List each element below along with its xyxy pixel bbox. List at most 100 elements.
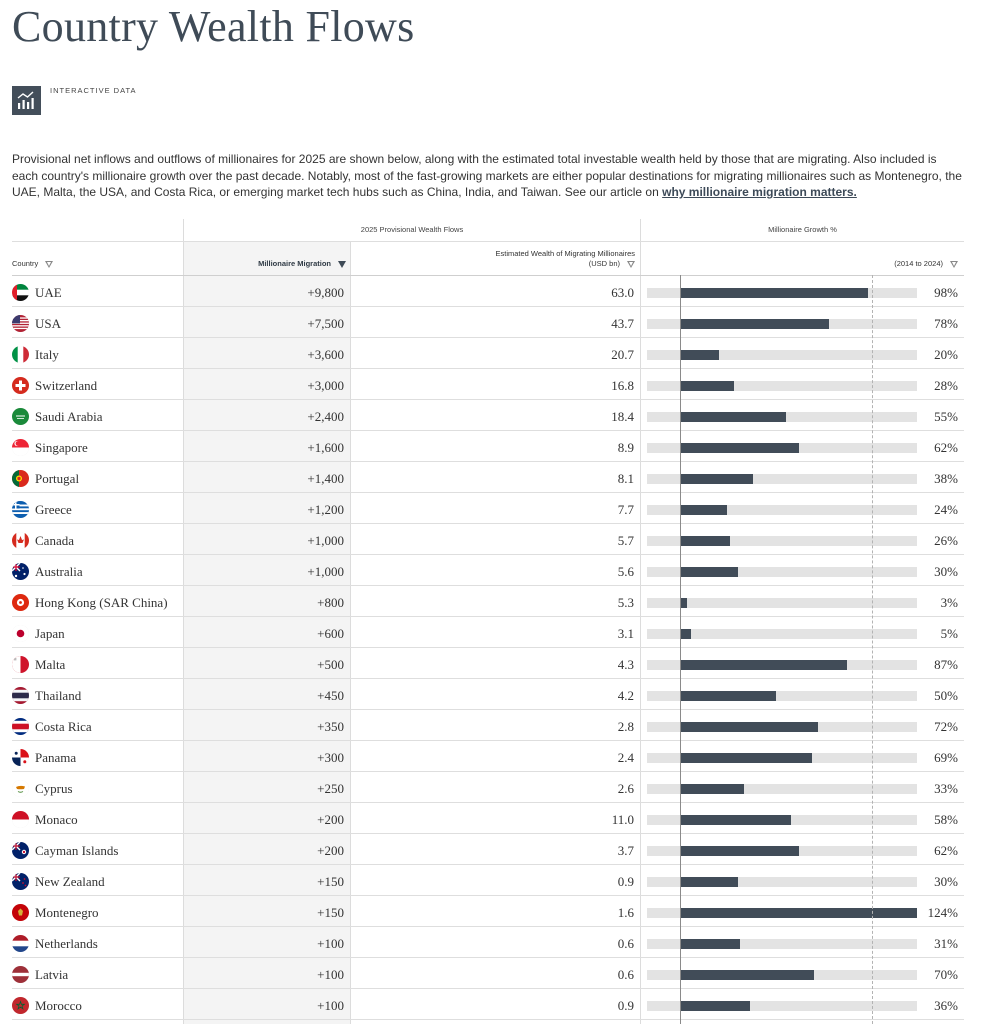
millionaire-migration-value: +350 <box>317 719 344 734</box>
row-divider <box>12 678 964 679</box>
flag-icon <box>12 718 29 735</box>
table-row[interactable]: Cyprus +250 2.6 33% <box>12 773 964 804</box>
flag-icon <box>12 780 29 797</box>
country-name: Montenegro <box>35 905 99 920</box>
row-divider <box>12 585 964 586</box>
flag-icon <box>12 625 29 642</box>
growth-bar-track <box>647 536 917 546</box>
wealth-column-header[interactable]: Estimated Wealth of Migrating Millionair… <box>495 249 635 268</box>
estimated-wealth-value: 0.6 <box>617 936 634 951</box>
millionaire-migration-value: +800 <box>317 595 344 610</box>
estimated-wealth-value: 5.3 <box>617 595 634 610</box>
interactive-data-badge <box>12 86 41 115</box>
table-row[interactable]: Hong Kong (SAR China) +800 5.3 3% <box>12 587 964 618</box>
table-row[interactable]: Panama +300 2.4 69% <box>12 742 964 773</box>
growth-bar <box>681 660 847 670</box>
growth-percent: 3% <box>940 595 958 610</box>
flag-icon <box>12 439 29 456</box>
table-row[interactable]: Japan +600 3.1 5% <box>12 618 964 649</box>
estimated-wealth-value: 0.9 <box>617 874 634 889</box>
flag-icon <box>12 408 29 425</box>
growth-bar <box>681 753 813 763</box>
table-row[interactable]: Canada +1,000 5.7 26% <box>12 525 964 556</box>
migration-article-link[interactable]: why millionaire migration matters. <box>662 185 857 199</box>
growth-bar <box>681 939 740 949</box>
table-row[interactable]: Portugal +1,400 8.1 38% <box>12 463 964 494</box>
millionaire-migration-value: +450 <box>317 688 344 703</box>
table-row[interactable]: Montenegro +150 1.6 124% <box>12 897 964 928</box>
table-row[interactable]: UAE +9,800 63.0 98% <box>12 277 964 308</box>
row-divider <box>12 709 964 710</box>
country-name: Italy <box>35 347 59 362</box>
growth-bar <box>681 629 691 639</box>
country-name: Singapore <box>35 440 88 455</box>
row-divider <box>12 833 964 834</box>
flag-icon <box>12 656 29 673</box>
table-row[interactable]: Switzerland +3,000 16.8 28% <box>12 370 964 401</box>
millionaire-migration-value: +100 <box>317 936 344 951</box>
sort-desc-triangle-icon <box>338 260 346 268</box>
estimated-wealth-value: 8.9 <box>617 440 634 455</box>
row-divider <box>12 988 964 989</box>
row-divider <box>12 895 964 896</box>
flag-icon <box>12 532 29 549</box>
table-row[interactable]: Costa Rica +350 2.8 72% <box>12 711 964 742</box>
table-row[interactable]: Italy +3,600 20.7 20% <box>12 339 964 370</box>
table-row[interactable]: Malta +500 4.3 87% <box>12 649 964 680</box>
table-row[interactable]: Morocco +100 0.9 36% <box>12 990 964 1021</box>
estimated-wealth-value: 20.7 <box>611 347 634 362</box>
growth-bar <box>681 815 792 825</box>
flag-icon <box>12 966 29 983</box>
country-name: USA <box>35 316 62 331</box>
sort-triangle-icon <box>950 260 958 268</box>
flag-icon <box>12 904 29 921</box>
row-divider <box>12 461 964 462</box>
row-divider <box>12 616 964 617</box>
growth-bar <box>681 350 720 360</box>
estimated-wealth-value: 2.4 <box>617 750 634 765</box>
growth-percent: 87% <box>934 657 958 672</box>
country-name: UAE <box>35 285 62 300</box>
table-row[interactable]: New Zealand +150 0.9 30% <box>12 866 964 897</box>
table-row[interactable]: Saudi Arabia +2,400 18.4 55% <box>12 401 964 432</box>
badge-label: INTERACTIVE DATA <box>50 86 137 95</box>
table-row[interactable]: Greece +1,200 7.7 24% <box>12 494 964 525</box>
table-row[interactable]: Cayman Islands +200 3.7 62% <box>12 835 964 866</box>
estimated-wealth-value: 4.3 <box>617 657 634 672</box>
growth-bar-track <box>647 505 917 515</box>
table-row[interactable]: USA +7,500 43.7 78% <box>12 308 964 339</box>
millionaire-migration-value: +500 <box>317 657 344 672</box>
table-row[interactable]: Thailand +450 4.2 50% <box>12 680 964 711</box>
row-divider <box>12 771 964 772</box>
country-column-header[interactable]: Country <box>12 259 54 269</box>
flag-icon <box>12 997 29 1014</box>
growth-percent: 30% <box>934 564 958 579</box>
header-divider <box>12 241 964 242</box>
estimated-wealth-value: 5.7 <box>617 533 634 548</box>
estimated-wealth-value: 4.2 <box>617 688 634 703</box>
row-divider <box>12 523 964 524</box>
growth-percent: 31% <box>934 936 958 951</box>
growth-bar <box>681 908 917 918</box>
country-name: Greece <box>35 502 72 517</box>
millionaire-migration-value: +200 <box>317 843 344 858</box>
growth-percent: 70% <box>934 967 958 982</box>
estimated-wealth-value: 5.6 <box>617 564 634 579</box>
table-row[interactable]: Singapore +1,600 8.9 62% <box>12 432 964 463</box>
table-row[interactable]: Netherlands +100 0.6 31% <box>12 928 964 959</box>
country-name: Monaco <box>35 812 78 827</box>
growth-bar-track <box>647 629 917 639</box>
estimated-wealth-value: 2.6 <box>617 781 634 796</box>
migration-column-header[interactable]: Millionaire Migration <box>258 259 346 269</box>
flag-icon <box>12 563 29 580</box>
table-row[interactable]: Monaco +200 11.0 58% <box>12 804 964 835</box>
table-row[interactable]: Australia +1,000 5.6 30% <box>12 556 964 587</box>
flag-icon <box>12 935 29 952</box>
millionaire-migration-value: +150 <box>317 905 344 920</box>
table-row[interactable]: Latvia +100 0.6 70% <box>12 959 964 990</box>
growth-bar <box>681 691 777 701</box>
millionaire-migration-value: +250 <box>317 781 344 796</box>
millionaire-migration-value: +150 <box>317 874 344 889</box>
growth-bar-track <box>647 350 917 360</box>
growth-column-header[interactable]: (2014 to 2024) <box>894 259 958 269</box>
